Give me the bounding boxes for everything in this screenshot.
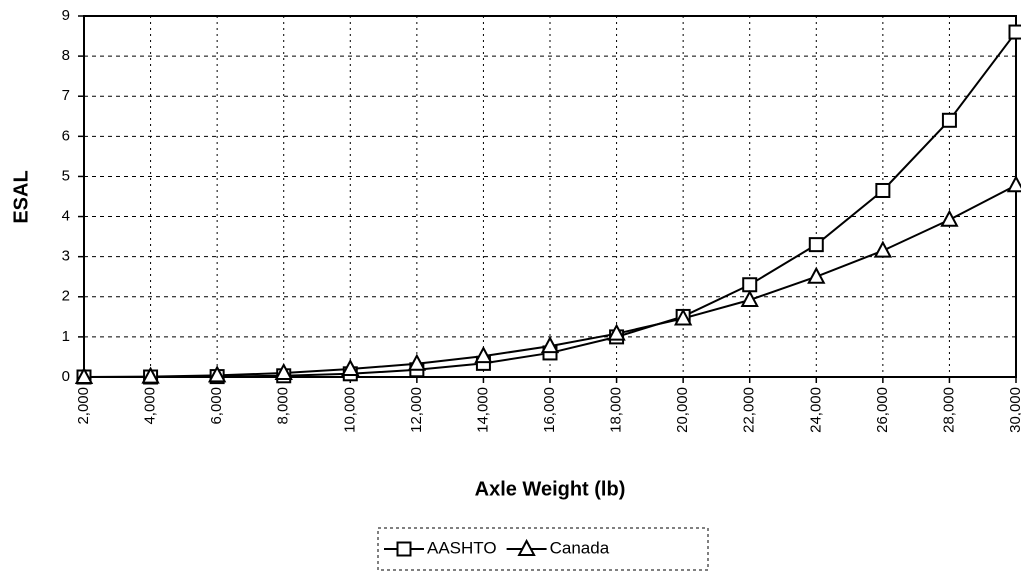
marker-triangle (607, 323, 626, 341)
x-tick-label: 20,000 (674, 387, 691, 433)
x-tick-label: 10,000 (341, 387, 358, 433)
marker-triangle (873, 240, 893, 258)
y-axis-title: ESAL (10, 170, 32, 223)
marker-square (396, 541, 412, 557)
marker-square (875, 182, 891, 198)
marker-triangle (1006, 175, 1021, 193)
marker-triangle (517, 538, 536, 556)
marker-triangle (74, 366, 94, 384)
marker-square (1008, 24, 1021, 40)
plot-frame (83, 15, 1017, 378)
x-tick-label: 16,000 (541, 387, 558, 433)
x-tick-label: 28,000 (940, 387, 957, 433)
x-tick-label: 4,000 (142, 387, 159, 425)
x-tick-label: 22,000 (741, 387, 758, 433)
marker-square (808, 237, 824, 253)
x-tick-label: 24,000 (807, 387, 824, 433)
x-tick-label: 18,000 (608, 387, 625, 433)
marker-triangle (807, 266, 826, 284)
marker-triangle (540, 335, 560, 354)
x-tick-label: 12,000 (408, 387, 425, 433)
marker-square (941, 112, 957, 128)
y-tick-label: 2 (62, 288, 70, 305)
x-tick-label: 14,000 (474, 387, 491, 433)
y-tick-label: 8 (62, 47, 70, 64)
marker-triangle (740, 289, 759, 307)
marker-triangle (474, 346, 493, 364)
x-tick-label: 26,000 (874, 387, 891, 433)
y-tick-label: 0 (62, 368, 70, 385)
y-tick-label: 5 (62, 167, 70, 184)
legend: AASHTO Canada (377, 527, 709, 571)
x-tick-label: 30,000 (1007, 387, 1021, 433)
y-tick-label: 3 (62, 248, 70, 265)
y-tick-label: 7 (62, 87, 70, 104)
marker-triangle (407, 353, 427, 371)
legend-label: Canada (550, 538, 610, 557)
marker-square (742, 277, 758, 293)
x-axis-title: Axle Weight (lb) (475, 478, 626, 500)
marker-triangle (274, 362, 293, 380)
marker-triangle (673, 308, 693, 326)
y-tick-label: 6 (62, 127, 70, 144)
legend-label: AASHTO (427, 538, 497, 557)
marker-triangle (141, 366, 160, 384)
marker-triangle (341, 358, 360, 376)
y-tick-label: 1 (62, 328, 70, 345)
y-tick-label: 9 (62, 7, 70, 24)
marker-triangle (207, 365, 227, 383)
x-tick-label: 8,000 (275, 387, 292, 425)
x-tick-label: 2,000 (75, 387, 92, 425)
marker-triangle (940, 209, 959, 227)
y-tick-label: 4 (62, 208, 70, 225)
x-tick-label: 6,000 (208, 387, 225, 425)
